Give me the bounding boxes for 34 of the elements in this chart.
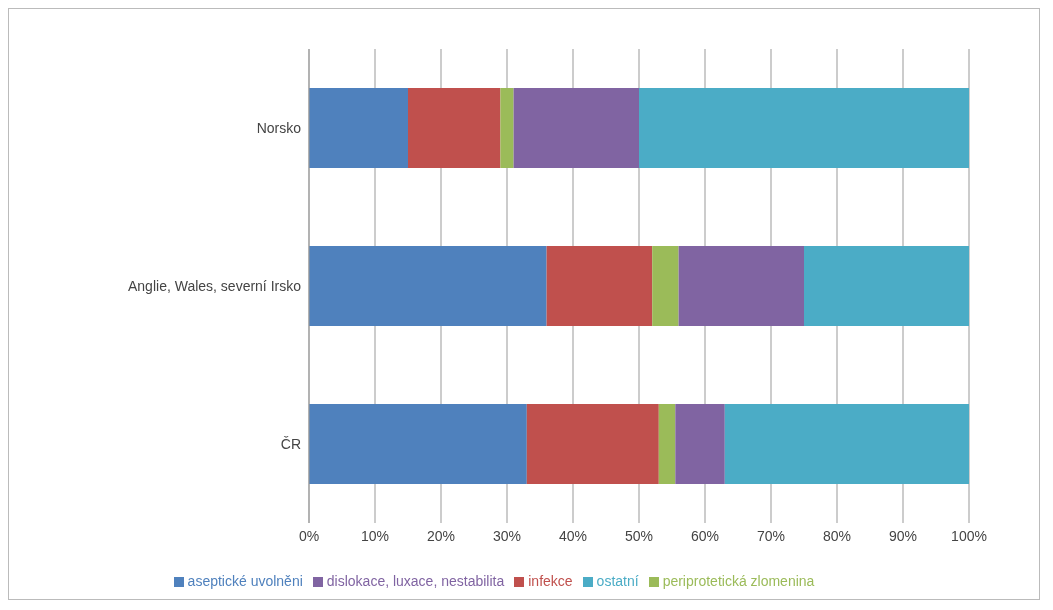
legend-label: infekce xyxy=(528,573,573,589)
bar xyxy=(309,246,547,326)
x-tick-label: 40% xyxy=(558,527,588,544)
y-tick-label: ČR xyxy=(280,435,301,452)
y-tick-label: Anglie, Wales, severní Irsko xyxy=(128,277,302,294)
bar xyxy=(804,246,969,326)
bar xyxy=(652,246,679,326)
x-tick-label: 0% xyxy=(298,527,320,544)
x-tick-label: 100% xyxy=(951,527,987,544)
bar xyxy=(678,246,804,326)
x-tick-label: 10% xyxy=(360,527,390,544)
bar xyxy=(639,88,969,168)
x-tick-label: 80% xyxy=(822,527,852,544)
legend-label: dislokace, luxace, nestabilita xyxy=(326,573,505,589)
y-tick-label: Norsko xyxy=(256,119,302,136)
x-tick-label: 70% xyxy=(756,527,786,544)
bar xyxy=(513,88,639,168)
legend-label: ostatní xyxy=(596,573,639,589)
bar xyxy=(408,88,501,168)
bar xyxy=(658,404,676,484)
legend-label: periprotetická zlomenina xyxy=(662,573,815,589)
bar xyxy=(546,246,653,326)
bar xyxy=(309,404,527,484)
legend-label: aseptické uvolněni xyxy=(187,573,303,589)
x-tick-label: 20% xyxy=(426,527,456,544)
x-tick-label: 50% xyxy=(624,527,654,544)
x-tick-label: 60% xyxy=(690,527,720,544)
x-tick-label: 90% xyxy=(888,527,918,544)
bar xyxy=(675,404,725,484)
bar xyxy=(309,88,408,168)
bar xyxy=(526,404,659,484)
bar xyxy=(724,404,969,484)
x-tick-label: 30% xyxy=(492,527,522,544)
bar xyxy=(500,88,514,168)
